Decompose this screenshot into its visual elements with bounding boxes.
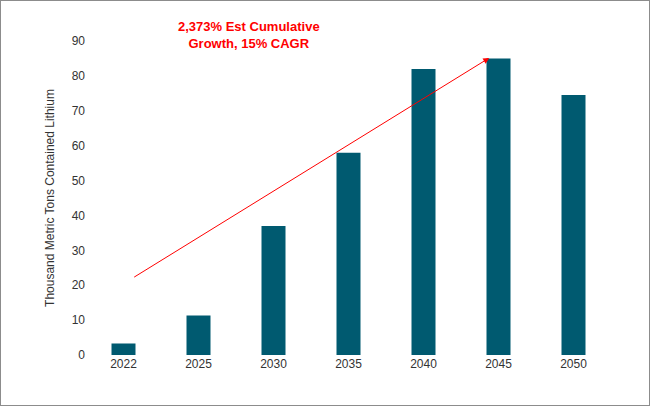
svg-text:40: 40 [72,209,86,223]
svg-text:10: 10 [72,313,86,327]
svg-text:0: 0 [78,348,85,362]
svg-text:90: 90 [72,34,86,48]
svg-text:2040: 2040 [410,357,437,371]
svg-text:2022: 2022 [110,357,137,371]
svg-text:30: 30 [72,244,86,258]
svg-text:50: 50 [72,174,86,188]
svg-text:2,373% Est CumulativeGrowth, 1: 2,373% Est CumulativeGrowth, 15% CAGR [178,19,320,51]
svg-text:80: 80 [72,69,86,83]
svg-text:2050: 2050 [560,357,587,371]
svg-text:2035: 2035 [335,357,362,371]
svg-text:60: 60 [72,139,86,153]
svg-text:2025: 2025 [185,357,212,371]
svg-text:70: 70 [72,104,86,118]
svg-text:20: 20 [72,278,86,292]
svg-text:2030: 2030 [260,357,287,371]
svg-text:Thousand Metric Tons Contained: Thousand Metric Tons Contained Lithium [43,89,57,307]
svg-text:2045: 2045 [485,357,512,371]
